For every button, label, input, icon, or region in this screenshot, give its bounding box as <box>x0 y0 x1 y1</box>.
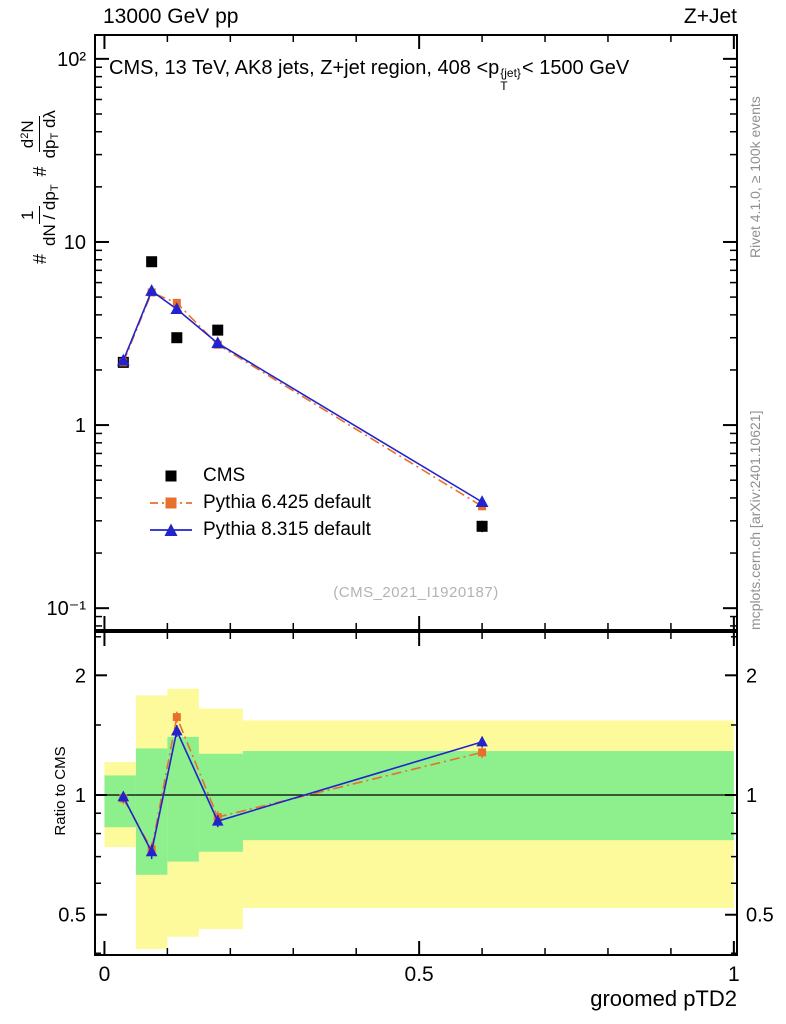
main-y-axis-label: # 1 dN / dpT # d2N dpT dλ <box>12 33 68 268</box>
rivet-version-note: Rivet 4.1.0, ≥ 100k events <box>747 96 763 258</box>
svg-text:2: 2 <box>75 665 86 687</box>
legend-item: Pythia 8.315 default <box>148 518 371 541</box>
svg-text:1: 1 <box>746 785 757 807</box>
square-marker-icon <box>150 497 192 508</box>
legend: CMS Pythia 6.425 default Pythia 8.315 defa… <box>148 464 371 541</box>
x-axis-title: groomed pTD2 <box>590 986 737 1011</box>
main-panel-series <box>116 256 489 533</box>
svg-text:2: 2 <box>746 665 757 687</box>
legend-item: CMS <box>148 464 371 487</box>
svg-text:0.5: 0.5 <box>746 905 774 927</box>
ratio-uncertainty-bands <box>104 688 734 949</box>
svg-text:0: 0 <box>99 963 111 986</box>
legend-item: Pythia 6.425 default <box>148 491 371 514</box>
analysis-group-label: Z+Jet <box>683 5 737 28</box>
ratio-y-axis-label: Ratio to CMS <box>52 746 69 836</box>
beam-energy-label: 13000 GeV pp <box>103 5 239 28</box>
svg-text:0.5: 0.5 <box>58 905 86 927</box>
svg-text:1: 1 <box>75 415 86 437</box>
svg-text:10⁻¹: 10⁻¹ <box>47 598 87 620</box>
square-marker-icon <box>165 470 177 481</box>
svg-text:0.5: 0.5 <box>405 963 434 986</box>
svg-text:1: 1 <box>728 963 740 986</box>
fraction-2: d2N dpT dλ <box>18 110 61 159</box>
legend-label: Pythia 6.425 default <box>203 491 371 513</box>
hash-symbol: # <box>29 253 50 264</box>
axis-ticks <box>95 35 737 955</box>
mcplots-attribution-note: mcplots.cern.ch [arXiv:2401.10621] <box>747 410 763 630</box>
legend-label: Pythia 8.315 default <box>203 518 371 540</box>
svg-text:10: 10 <box>64 232 86 254</box>
axis-tick-labels: 10⁻¹ 1 10 10² 0.5 0.5 1 1 2 2 0 0.5 1 <box>47 49 774 986</box>
plot-title-text: CMS, 13 TeV, AK8 jets, Z+jet region, 408… <box>109 57 500 79</box>
panel-frames <box>94 34 738 956</box>
svg-text:10²: 10² <box>57 49 86 71</box>
legend-label: CMS <box>203 464 246 486</box>
plot-title: CMS, 13 TeV, AK8 jets, Z+jet region, 408… <box>109 57 630 93</box>
ratio-panel-series <box>117 711 488 860</box>
analysis-id-watermark: (CMS_2021_I1920187) <box>333 584 499 601</box>
hash-symbol: # <box>29 166 50 177</box>
pt-jet-supsub: {jet} T <box>500 66 521 93</box>
svg-text:1: 1 <box>75 785 86 807</box>
triangle-marker-icon <box>150 523 192 536</box>
fraction-1: 1 dN / dpT <box>18 184 61 246</box>
